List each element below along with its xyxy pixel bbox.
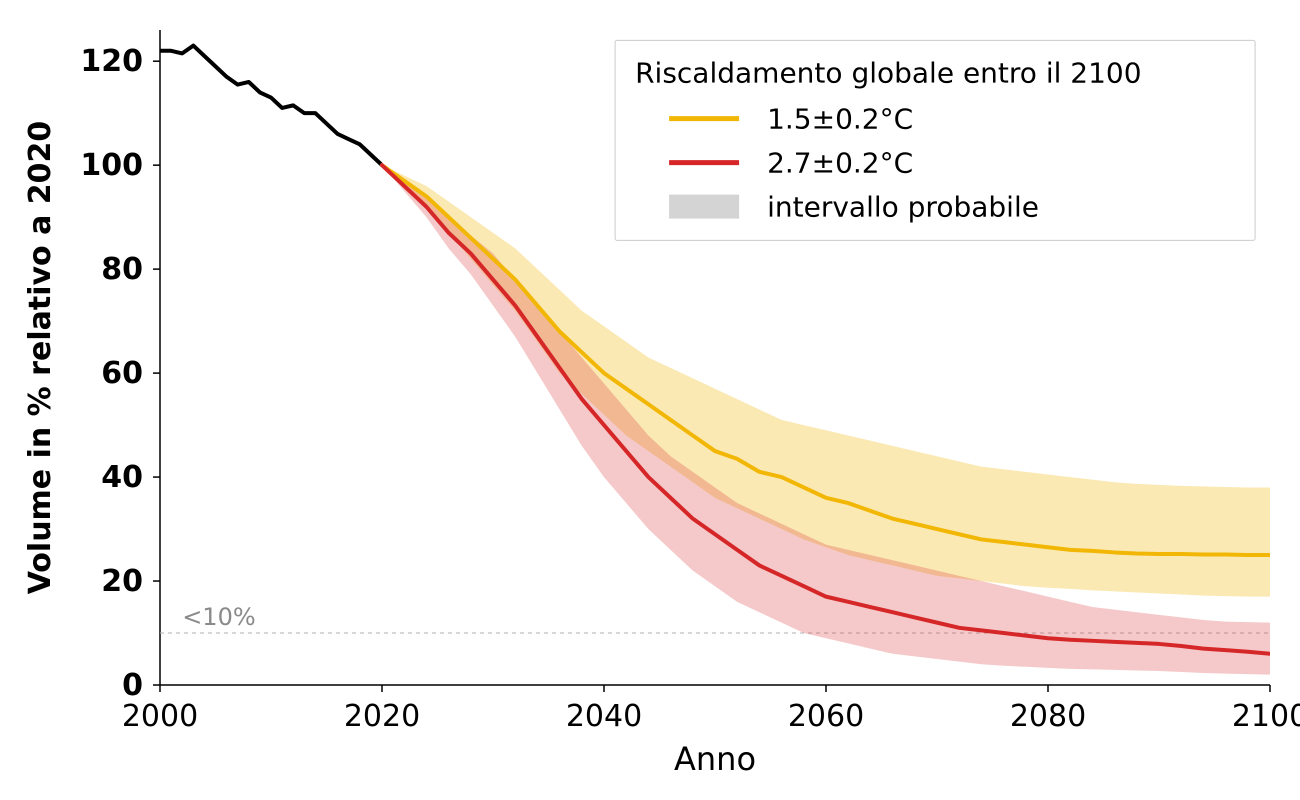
reference-line-label: <10% (182, 603, 255, 631)
legend: Riscaldamento globale entro il 2100 1.5±0… (615, 40, 1255, 240)
chart-container: 200020202040206020802100Anno020406080100… (0, 0, 1300, 800)
x-tick-label: 2020 (344, 699, 420, 734)
legend-label-interval: intervallo probabile (767, 191, 1039, 224)
x-tick-label: 2100 (1232, 699, 1300, 734)
x-tick-label: 2040 (566, 699, 642, 734)
x-tick-label: 2000 (122, 699, 198, 734)
y-tick-label: 80 (101, 252, 143, 287)
legend-title: Riscaldamento globale entro il 2100 (635, 56, 1141, 89)
legend-label-s15: 1.5±0.2°C (767, 103, 913, 136)
y-tick-label: 120 (80, 44, 143, 79)
x-tick-label: 2060 (788, 699, 864, 734)
y-axis-label: Volume in % relativo a 2020 (23, 121, 58, 595)
y-tick-label: 40 (101, 460, 143, 495)
line-chart: 200020202040206020802100Anno020406080100… (0, 0, 1300, 800)
x-axis-label: Anno (674, 740, 756, 778)
x-tick-label: 2080 (1010, 699, 1086, 734)
legend-label-s27: 2.7±0.2°C (767, 147, 913, 180)
legend-swatch-interval (669, 195, 739, 219)
y-tick-label: 20 (101, 564, 143, 599)
y-tick-label: 0 (122, 668, 143, 703)
y-tick-label: 100 (80, 148, 143, 183)
y-tick-label: 60 (101, 356, 143, 391)
